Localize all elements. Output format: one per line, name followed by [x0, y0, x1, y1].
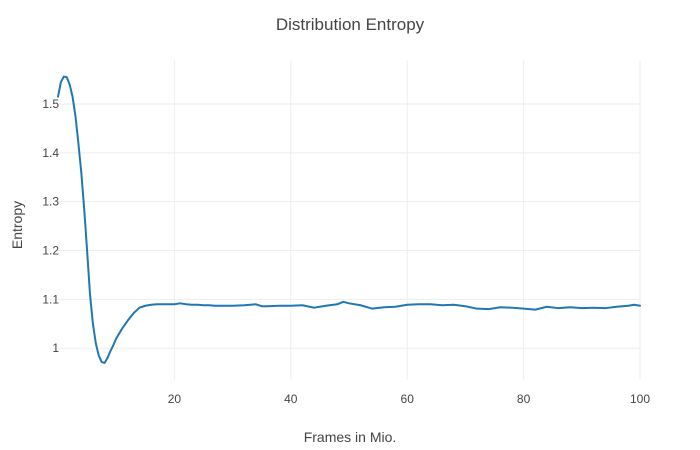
y-tick-label: 1.1	[42, 292, 59, 306]
x-tick-label: 80	[517, 392, 531, 406]
tick-labels: 20 40 60 80 100 1 1.1 1.2 1.3 1.4 1.5	[42, 97, 650, 406]
x-tick-label: 40	[284, 392, 298, 406]
x-tick-label: 100	[630, 392, 650, 406]
x-tick-label: 60	[401, 392, 415, 406]
grid-lines	[58, 60, 641, 380]
x-axis-title: Frames in Mio.	[304, 429, 397, 445]
y-tick-label: 1.4	[42, 146, 59, 160]
y-tick-label: 1.5	[42, 97, 59, 111]
y-tick-label: 1	[52, 341, 59, 355]
y-tick-label: 1.2	[42, 244, 59, 258]
x-tick-label: 20	[168, 392, 182, 406]
entropy-series-line	[57, 75, 641, 364]
y-axis-title: Entropy	[9, 201, 25, 249]
y-tick-label: 1.3	[42, 195, 59, 209]
plot-area	[57, 75, 641, 364]
chart-title: Distribution Entropy	[276, 15, 425, 34]
